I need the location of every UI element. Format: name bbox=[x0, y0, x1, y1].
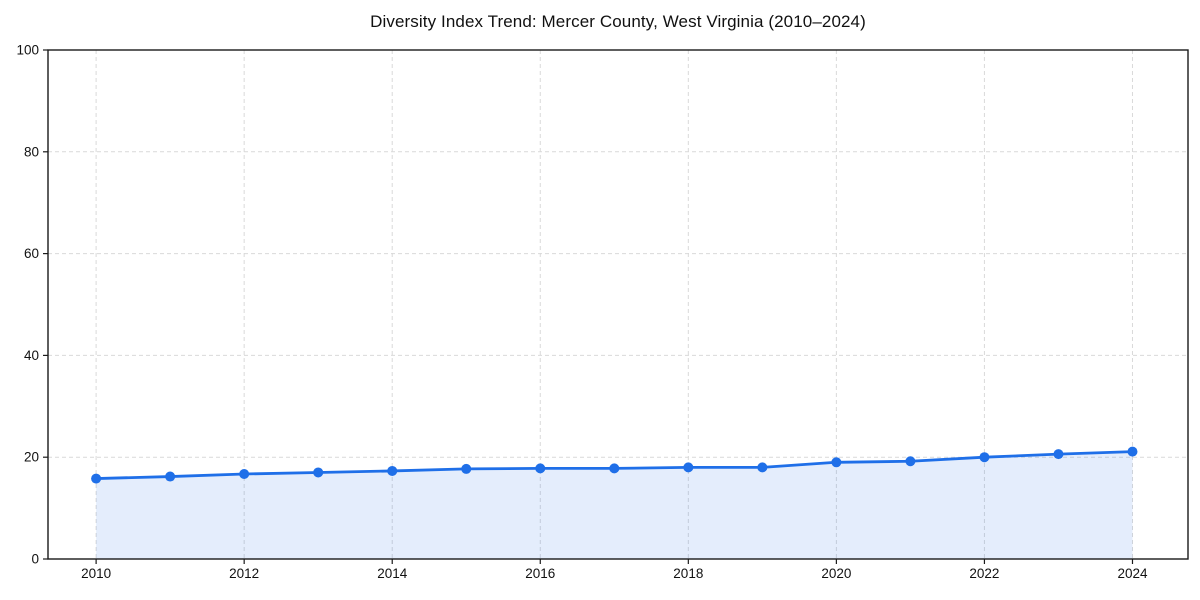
x-tick-label: 2020 bbox=[821, 566, 851, 581]
y-tick-label: 40 bbox=[24, 348, 39, 363]
x-tick-label: 2022 bbox=[969, 566, 999, 581]
y-tick-label: 80 bbox=[24, 144, 39, 159]
data-point-2022 bbox=[979, 452, 990, 463]
data-point-2014 bbox=[387, 465, 398, 476]
x-tick-label: 2018 bbox=[673, 566, 703, 581]
data-point-2024 bbox=[1127, 446, 1138, 457]
data-point-2023 bbox=[1053, 449, 1064, 460]
x-tick-label: 2012 bbox=[229, 566, 259, 581]
y-tick-label: 100 bbox=[16, 43, 39, 58]
x-tick-label: 2024 bbox=[1117, 566, 1148, 581]
data-point-2015 bbox=[461, 463, 472, 474]
y-tick-label: 60 bbox=[24, 246, 39, 261]
data-point-2011 bbox=[165, 471, 176, 482]
data-point-2010 bbox=[91, 473, 102, 484]
area-fill bbox=[96, 451, 1133, 559]
x-tick-label: 2014 bbox=[377, 566, 408, 581]
y-tick-label: 20 bbox=[24, 450, 39, 465]
data-point-2017 bbox=[609, 463, 620, 474]
data-point-2021 bbox=[905, 456, 916, 467]
data-point-2020 bbox=[831, 457, 842, 468]
data-point-2019 bbox=[757, 462, 768, 473]
data-point-2013 bbox=[313, 467, 324, 478]
x-tick-label: 2016 bbox=[525, 566, 555, 581]
chart-title: Diversity Index Trend: Mercer County, We… bbox=[370, 12, 866, 31]
y-tick-label: 0 bbox=[31, 552, 39, 567]
data-point-2018 bbox=[683, 462, 694, 473]
plot-border bbox=[47, 49, 1189, 560]
data-point-2016 bbox=[535, 463, 546, 474]
x-tick-label: 2010 bbox=[81, 566, 111, 581]
data-point-2012 bbox=[239, 468, 250, 479]
